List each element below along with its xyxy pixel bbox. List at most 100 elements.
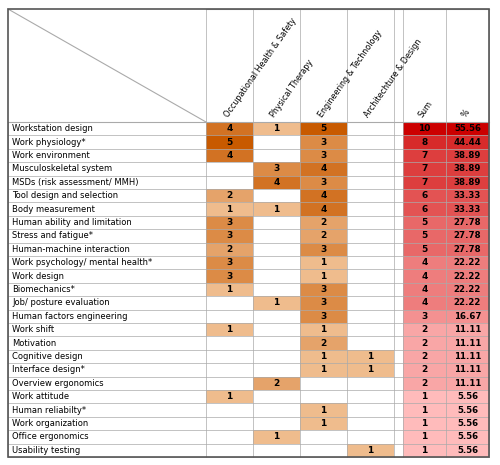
Bar [446,377,489,390]
Text: 27.78: 27.78 [454,218,481,227]
Bar [403,162,446,176]
Text: 22.22: 22.22 [454,258,481,267]
Bar [206,283,253,296]
Text: Usability testing: Usability testing [12,446,80,455]
Bar [8,283,489,296]
Text: 4: 4 [274,178,280,187]
Bar [8,336,489,350]
Bar [300,243,347,256]
Bar [446,176,489,189]
Text: Occupational Health & Safety: Occupational Health & Safety [222,16,298,119]
Text: 1: 1 [320,272,326,280]
Text: Work design: Work design [12,272,64,280]
Bar [403,363,446,377]
Text: 5: 5 [226,138,232,146]
Text: 1: 1 [274,299,280,307]
Text: 2: 2 [422,379,428,388]
Bar [300,189,347,202]
Text: 3: 3 [226,258,232,267]
Bar [446,162,489,176]
Bar [403,430,446,444]
Text: 1: 1 [422,432,428,441]
Bar [300,269,347,283]
Text: 2: 2 [320,232,326,240]
Text: MSDs (risk assessment/ MMH): MSDs (risk assessment/ MMH) [12,178,138,187]
Text: 2: 2 [226,245,232,254]
Text: 4: 4 [320,191,326,200]
Text: Engineering & Technology: Engineering & Technology [316,28,384,119]
Bar [446,404,489,417]
Text: 2: 2 [320,339,326,348]
Text: 1: 1 [422,419,428,428]
Text: 1: 1 [320,365,326,374]
Text: 11.11: 11.11 [454,352,481,361]
Text: Work physiology*: Work physiology* [12,138,86,146]
Bar [446,350,489,363]
Bar [8,404,489,417]
Bar [206,390,253,404]
Bar [8,363,489,377]
Bar [8,229,489,243]
Text: 4: 4 [226,124,232,133]
Text: 5: 5 [422,245,428,254]
Text: 1: 1 [368,365,374,374]
Bar [403,283,446,296]
Text: 38.89: 38.89 [454,178,481,187]
Bar [403,189,446,202]
Bar [446,243,489,256]
Text: 11.11: 11.11 [454,339,481,348]
Bar [300,350,347,363]
Bar [206,135,253,149]
Bar [403,216,446,229]
Text: %: % [460,107,472,119]
Text: 38.89: 38.89 [454,165,481,173]
Text: 33.33: 33.33 [454,205,481,213]
Text: Body measurement: Body measurement [12,205,95,213]
Text: 1: 1 [320,405,326,415]
Bar [8,202,489,216]
Text: 1: 1 [422,392,428,401]
Text: Sum: Sum [417,99,435,119]
Bar [446,122,489,135]
Text: 2: 2 [274,379,280,388]
Bar [8,256,489,269]
Bar [403,336,446,350]
Text: 11.11: 11.11 [454,365,481,374]
Bar [206,202,253,216]
Bar [8,176,489,189]
Text: 1: 1 [320,419,326,428]
Bar [253,122,300,135]
Text: 55.56: 55.56 [454,124,481,133]
Bar [446,202,489,216]
Text: 1: 1 [320,352,326,361]
Bar [8,149,489,162]
Bar [403,202,446,216]
Bar [206,216,253,229]
Text: 7: 7 [422,151,428,160]
Text: 2: 2 [422,339,428,348]
Bar [403,296,446,310]
Bar [206,122,253,135]
Bar [300,404,347,417]
Text: 4: 4 [422,258,428,267]
Bar [206,189,253,202]
Bar [403,390,446,404]
Bar [403,323,446,336]
Bar [403,377,446,390]
Bar [253,176,300,189]
Text: 3: 3 [320,299,326,307]
Text: 5: 5 [422,232,428,240]
Text: 22.22: 22.22 [454,285,481,294]
Bar [300,149,347,162]
Bar [300,336,347,350]
Text: 3: 3 [320,312,326,321]
Text: 3: 3 [274,165,280,173]
Bar [446,430,489,444]
Bar [8,216,489,229]
Text: 38.89: 38.89 [454,151,481,160]
Bar [253,202,300,216]
Text: Work psychology/ mental health*: Work psychology/ mental health* [12,258,152,267]
Text: Overview ergonomics: Overview ergonomics [12,379,104,388]
Bar [253,377,300,390]
Bar [446,189,489,202]
